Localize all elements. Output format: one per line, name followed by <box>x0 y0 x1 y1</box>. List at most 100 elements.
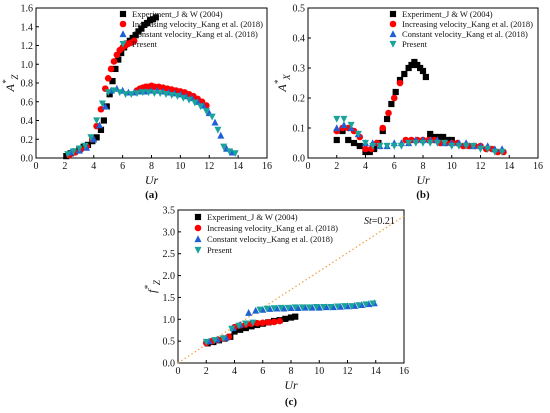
data-point <box>348 303 356 310</box>
data-point <box>422 73 429 81</box>
data-point <box>235 322 243 330</box>
data-point <box>462 142 470 150</box>
data-point <box>98 100 106 108</box>
data-point <box>253 319 261 327</box>
y-tick-label: 0.5 <box>293 4 306 15</box>
data-point <box>156 90 164 98</box>
y-tick-label: 0.2 <box>21 135 34 146</box>
data-point <box>96 121 104 129</box>
x-tick-label: 2 <box>334 161 339 172</box>
data-point <box>104 75 112 82</box>
data-point <box>427 130 434 138</box>
data-point <box>217 131 225 139</box>
legend-marker <box>119 20 127 28</box>
data-point <box>252 306 260 314</box>
data-point <box>122 91 130 98</box>
data-point <box>270 318 278 326</box>
data-point <box>284 304 292 312</box>
data-point <box>305 304 313 312</box>
data-point <box>97 105 105 113</box>
data-point <box>441 139 449 147</box>
data-point <box>270 305 278 313</box>
data-point <box>202 338 210 346</box>
data-point <box>333 115 341 123</box>
y-tick-label: 0.0 <box>21 154 34 165</box>
x-tick-label: 14 <box>504 161 514 172</box>
x-tick-label: 12 <box>343 366 353 377</box>
chart-panel-1: 0 2 4 6 8 10 12 14 16 0.0 0.2 0.4 0.6 0.8 1.0 1.2 1.4 1.6… <box>1 4 272 202</box>
data-point <box>448 142 456 150</box>
strouhal-annotation: St=0.21 <box>364 216 395 227</box>
data-point <box>291 304 299 312</box>
series-4 <box>333 115 506 156</box>
data-point <box>390 142 398 150</box>
data-point <box>263 305 271 313</box>
data-point <box>133 90 141 98</box>
legend-label: Experiment_J & W (2004) <box>402 9 493 19</box>
data-point <box>64 151 72 158</box>
data-point <box>109 78 116 85</box>
x-tick-label: 0 <box>34 161 39 172</box>
y-tick-label: 0.1 <box>293 124 306 135</box>
data-point <box>350 139 358 147</box>
y-tick-label: 1.4 <box>21 22 34 33</box>
x-tick-label: 8 <box>421 161 426 172</box>
data-point <box>362 301 370 309</box>
data-point <box>265 319 272 326</box>
legend-marker <box>194 213 202 221</box>
y-tick-label: 1.2 <box>21 41 34 52</box>
data-point <box>347 121 355 129</box>
data-point <box>110 58 118 65</box>
y-tick-label: 0.4 <box>293 34 306 45</box>
x-tick-label: 10 <box>447 161 457 172</box>
x-tick-label: 14 <box>371 366 381 377</box>
data-point <box>369 142 377 150</box>
data-point <box>81 142 89 150</box>
y-tick-label: 0.0 <box>293 154 306 165</box>
data-point <box>294 304 302 312</box>
legend-marker <box>389 30 397 38</box>
series-4 <box>202 300 377 346</box>
y-tick-label: 1.0 <box>163 315 176 326</box>
data-point <box>491 148 499 156</box>
legend-label: Increasing velocity_Kang et al. (2018) <box>207 223 338 233</box>
x-tick-label: 4 <box>363 161 368 172</box>
x-tick-label: 16 <box>533 161 543 172</box>
data-point <box>388 100 395 108</box>
x-tick-label: 6 <box>260 366 265 377</box>
panel-label: (c) <box>285 396 298 408</box>
data-point <box>392 88 399 96</box>
x-tick-label: 8 <box>149 161 154 172</box>
x-tick-label: 12 <box>476 161 486 172</box>
data-point <box>231 328 238 335</box>
data-point <box>484 145 492 153</box>
legend-marker <box>389 20 397 28</box>
data-point <box>340 121 348 129</box>
legend-marker <box>194 224 202 232</box>
chart-panel-2: 0 2 4 6 8 10 12 14 16 0.0 0.1 0.2 0.3 0.4 0.5 Experimen… <box>273 4 543 202</box>
data-point <box>396 79 404 87</box>
data-point <box>130 37 138 45</box>
data-point <box>477 145 484 153</box>
data-point <box>152 14 159 21</box>
data-point <box>228 325 236 333</box>
panel-label: (a) <box>145 189 158 201</box>
data-point <box>110 87 118 95</box>
y-tick-label: 0.8 <box>21 79 34 90</box>
data-point <box>435 133 442 141</box>
x-axis-title: Ur <box>145 173 159 187</box>
y-axis-title: A*X <box>273 74 292 93</box>
data-point <box>75 145 83 153</box>
data-point <box>106 91 113 98</box>
data-point <box>469 142 477 150</box>
legend-marker <box>389 10 397 18</box>
x-tick-label: 16 <box>262 161 272 172</box>
data-point <box>100 117 107 124</box>
data-point <box>340 115 348 123</box>
data-point <box>162 91 170 98</box>
data-point <box>87 134 95 142</box>
data-point <box>173 93 181 100</box>
data-point <box>112 65 119 73</box>
x-tick-label: 8 <box>289 366 294 377</box>
